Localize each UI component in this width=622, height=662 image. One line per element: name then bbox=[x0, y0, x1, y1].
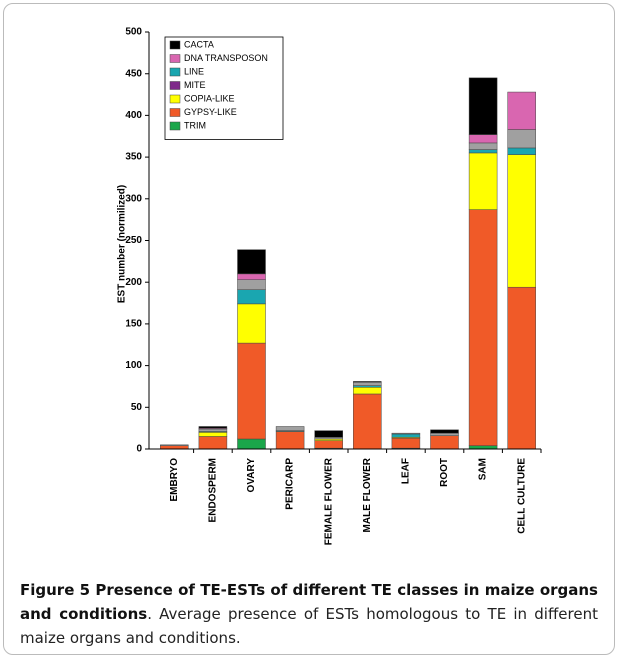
y-tick-label: 300 bbox=[125, 193, 142, 204]
legend-label: COPIA-LIKE bbox=[184, 93, 235, 103]
chart: EST number (normilized) 0 50 100 150 200 250 3… bbox=[117, 27, 542, 545]
bar-segment bbox=[507, 147, 536, 155]
bar-segment bbox=[507, 154, 536, 288]
y-tick-label: 400 bbox=[125, 110, 142, 121]
y-tick-label: 500 bbox=[125, 27, 142, 38]
bar-segment bbox=[198, 436, 228, 450]
bar-segment bbox=[237, 249, 266, 275]
legend-label: MITE bbox=[184, 80, 206, 90]
bar-segment bbox=[198, 432, 228, 437]
y-tick-label: 450 bbox=[125, 68, 142, 79]
bar-segment bbox=[160, 444, 189, 446]
bar-segment bbox=[314, 430, 343, 438]
caption: Figure 5 Presence of TE-ESTs of differen… bbox=[20, 578, 598, 650]
legend: CACTA DNA TRANSPOSON LINE MITE COPIA-LIKE GYP… bbox=[164, 36, 284, 140]
x-tick-label: ROOT bbox=[439, 458, 450, 487]
bar-segment bbox=[507, 129, 536, 149]
legend-swatch bbox=[169, 40, 181, 50]
bar-segment bbox=[430, 432, 459, 436]
legend-box bbox=[164, 36, 284, 140]
y-tick-label: 200 bbox=[125, 277, 142, 288]
bar-segment bbox=[198, 428, 228, 432]
bar-segment bbox=[160, 445, 189, 450]
x-tick-label: EMBRYO bbox=[169, 458, 180, 502]
bar-segment bbox=[391, 433, 421, 438]
x-tick-label: MALE FLOWER bbox=[362, 457, 373, 532]
bar-segment bbox=[237, 438, 266, 450]
bar-segment bbox=[468, 134, 498, 144]
bar-segment bbox=[237, 273, 266, 280]
legend-label: GYPSY-LIKE bbox=[184, 107, 237, 117]
bar-segment bbox=[314, 440, 343, 449]
bar-segment bbox=[237, 342, 266, 440]
bar-segment bbox=[391, 437, 421, 449]
y-tick-label: 250 bbox=[125, 235, 142, 246]
x-tick-label: PERICARP bbox=[285, 458, 296, 510]
legend-label: TRIM bbox=[184, 120, 206, 130]
legend-swatch bbox=[169, 67, 181, 77]
x-tick-label: FEMALE FLOWER bbox=[323, 457, 334, 545]
bar-segment bbox=[430, 429, 459, 434]
bar-segment bbox=[507, 286, 536, 450]
bar-segment bbox=[468, 209, 498, 446]
x-tick-label: SAM bbox=[478, 458, 489, 480]
bar-segment bbox=[353, 382, 382, 386]
bar-segment bbox=[314, 437, 343, 440]
bar-segment bbox=[468, 152, 498, 210]
y-tick-label: 100 bbox=[125, 360, 142, 371]
legend-swatch bbox=[169, 108, 181, 117]
bar-segment bbox=[275, 426, 305, 431]
y-tick-label: 350 bbox=[125, 152, 142, 163]
legend-swatch bbox=[169, 94, 181, 104]
legend-swatch bbox=[169, 121, 181, 131]
bar-segment bbox=[237, 303, 266, 344]
bar-segment bbox=[314, 438, 343, 441]
bar-segment bbox=[468, 445, 498, 450]
bar-segment bbox=[237, 279, 266, 290]
x-tick-label: ENDOSPERM bbox=[208, 458, 219, 522]
caption-title: Figure 5 Presence of TE-ESTs of differen… bbox=[20, 581, 598, 623]
bar-segment bbox=[353, 393, 382, 450]
legend-swatch bbox=[169, 54, 181, 63]
x-tick-label: OVARY bbox=[246, 458, 257, 493]
y-tick-label: 0 bbox=[136, 444, 142, 455]
x-tick-label: CELL CULTURE bbox=[516, 458, 527, 534]
bar-segment bbox=[275, 431, 305, 450]
y-axis-label: EST number (normilized) bbox=[117, 185, 128, 303]
bar-segment bbox=[468, 149, 498, 154]
bar-segment bbox=[468, 142, 498, 150]
x-tick-label: LEAF bbox=[401, 458, 412, 484]
bar-segment bbox=[391, 432, 421, 435]
legend-label: CACTA bbox=[184, 39, 214, 49]
legend-label: DNA TRANSPOSON bbox=[184, 53, 268, 63]
legend-label: LINE bbox=[184, 66, 204, 76]
figure: EST number (normilized) 0 50 100 150 200 250 3… bbox=[3, 3, 615, 655]
y-tick-label: 150 bbox=[125, 319, 142, 330]
bar-segment bbox=[353, 381, 382, 383]
legend-swatch bbox=[169, 81, 181, 90]
caption-text: . Average presence of ESTs homologous to… bbox=[20, 605, 598, 647]
bar-segment bbox=[468, 77, 498, 135]
bar-segment bbox=[198, 426, 228, 429]
bar-segment bbox=[507, 91, 536, 130]
bar-segment bbox=[237, 289, 266, 305]
bar-segment bbox=[353, 385, 382, 388]
bar-segment bbox=[353, 387, 382, 395]
bar-segment bbox=[430, 435, 459, 450]
y-tick-label: 50 bbox=[131, 402, 143, 413]
